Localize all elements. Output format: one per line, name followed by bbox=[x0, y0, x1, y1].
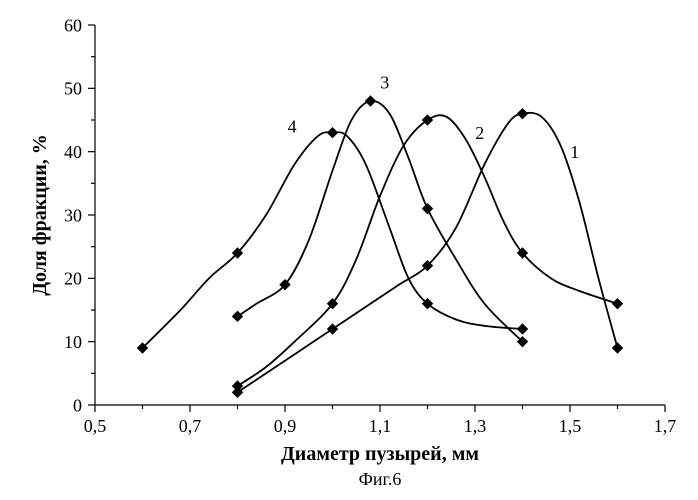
y-tick-label: 20 bbox=[64, 269, 82, 289]
series-line-curve4 bbox=[143, 132, 523, 348]
chart-svg: 0,5 0,7 0,9 1,1 1,3 1,5 1,7 0 10 20 30 40 50 60 Диамет… bbox=[0, 0, 698, 500]
series-marker-curve4 bbox=[328, 128, 338, 138]
y-axis-label: Доля фракции, % bbox=[29, 134, 51, 296]
y-tick-label: 10 bbox=[64, 332, 82, 352]
chart-container: 0,5 0,7 0,9 1,1 1,3 1,5 1,7 0 10 20 30 40 50 60 Диамет… bbox=[0, 0, 698, 500]
x-tick-label: 1,7 bbox=[654, 416, 677, 436]
series-label-curve4: 4 bbox=[288, 117, 297, 137]
y-tick-label: 30 bbox=[64, 205, 82, 225]
series-marker-curve1 bbox=[328, 324, 338, 334]
y-tick-label: 40 bbox=[64, 142, 82, 162]
x-tick-label: 0,5 bbox=[84, 416, 107, 436]
series-line-curve2 bbox=[238, 115, 618, 386]
series-marker-curve1 bbox=[613, 343, 623, 353]
series-marker-curve2 bbox=[613, 299, 623, 309]
x-axis-label: Диаметр пузырей, мм bbox=[281, 443, 479, 465]
series-marker-curve4 bbox=[518, 324, 528, 334]
x-tick-label: 1,1 bbox=[369, 416, 392, 436]
y-tick-label: 0 bbox=[73, 395, 82, 415]
y-tick-label: 60 bbox=[64, 15, 82, 35]
series-line-curve1 bbox=[238, 113, 618, 393]
x-tick-label: 0,9 bbox=[274, 416, 297, 436]
series-label-curve1: 1 bbox=[570, 142, 579, 162]
series-marker-curve3 bbox=[423, 204, 433, 214]
x-tick-label: 0,7 bbox=[179, 416, 202, 436]
series-label-curve2: 2 bbox=[475, 123, 484, 143]
x-tick-label: 1,3 bbox=[464, 416, 487, 436]
figure-caption: Фиг.6 bbox=[359, 469, 402, 489]
series-marker-curve3 bbox=[233, 311, 243, 321]
y-tick-label: 50 bbox=[64, 79, 82, 99]
series-marker-curve3 bbox=[366, 96, 376, 106]
x-tick-label: 1,5 bbox=[559, 416, 582, 436]
series-label-curve3: 3 bbox=[380, 72, 389, 92]
series-marker-curve1 bbox=[518, 109, 528, 119]
